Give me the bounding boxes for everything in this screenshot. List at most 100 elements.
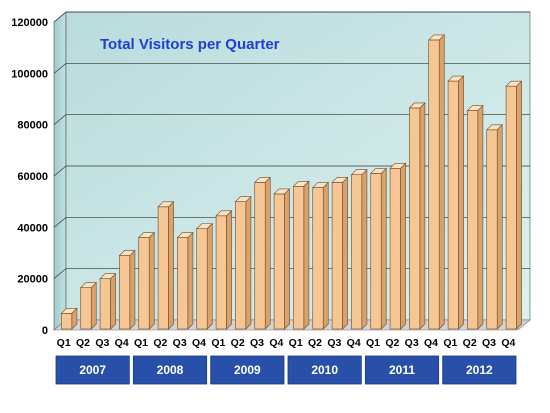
y-tick-label: 0 xyxy=(42,325,48,337)
bar-side xyxy=(438,34,445,330)
bar xyxy=(331,176,349,330)
bar-side xyxy=(148,231,155,330)
y-axis-ticks: 0 20000 40000 60000 80000 100000 120000 xyxy=(11,17,48,337)
bar-side xyxy=(496,124,503,330)
bar xyxy=(466,104,484,330)
year-group: 2012 xyxy=(442,355,517,385)
year-box xyxy=(55,355,130,385)
bar-side xyxy=(90,281,97,330)
bar xyxy=(486,124,503,330)
gridline-side xyxy=(53,63,67,74)
bar-side xyxy=(187,231,194,330)
x-tick-label: Q2 xyxy=(231,337,245,349)
year-label: 2007 xyxy=(79,363,106,377)
y-tick-label: 100000 xyxy=(11,68,48,80)
bar-side xyxy=(361,168,368,330)
bar-side xyxy=(226,210,232,330)
bar-front xyxy=(235,201,247,330)
bar-front xyxy=(61,313,73,330)
year-label: 2012 xyxy=(466,363,493,377)
bar-side xyxy=(129,249,136,330)
x-tick-label: Q4 xyxy=(424,337,438,349)
bar-side xyxy=(110,272,116,330)
x-tick-label: Q3 xyxy=(327,337,341,349)
x-tick-label: Q4 xyxy=(192,337,206,349)
bar-side xyxy=(303,180,310,330)
bar-front xyxy=(447,80,459,330)
bar-side xyxy=(516,80,522,330)
x-tick-label: Q2 xyxy=(385,337,399,349)
year-label: 2009 xyxy=(234,363,261,377)
year-labels: 2007 2008 2009 2010 2011 2012 xyxy=(55,355,517,385)
year-group: 2009 xyxy=(210,355,285,385)
bar-side xyxy=(284,188,290,330)
bar-front xyxy=(80,287,92,330)
year-box xyxy=(287,355,362,385)
bar xyxy=(389,162,407,330)
x-axis-ticks: Q1 Q2 Q3 Q4 Q1 Q2 Q3 Q4 Q1 Q2 Q3 Q4 Q1 Q2 Q3 Q4 Q1 Q2 Q3 Q4… xyxy=(57,337,516,349)
bar xyxy=(350,168,368,330)
bar xyxy=(254,176,271,330)
x-tick-label: Q4 xyxy=(269,337,283,349)
bar-side xyxy=(245,195,252,330)
x-tick-label: Q2 xyxy=(463,337,477,349)
bar xyxy=(505,80,523,330)
bar-front xyxy=(293,185,305,330)
x-tick-label: Q1 xyxy=(134,337,148,349)
chart-title: Total Visitors per Quarter xyxy=(100,36,280,53)
bars xyxy=(60,34,523,330)
bar xyxy=(176,231,194,330)
bar-side xyxy=(400,162,406,330)
bar-side xyxy=(342,176,348,330)
bar-front xyxy=(254,182,266,330)
bar-front xyxy=(312,187,324,330)
gridline-side xyxy=(53,268,67,279)
y-tick-label: 40000 xyxy=(17,222,48,234)
x-tick-label: Q4 xyxy=(501,337,515,349)
bar-front xyxy=(389,168,401,330)
x-tick-label: Q3 xyxy=(482,337,496,349)
x-tick-label: Q1 xyxy=(289,337,303,349)
x-tick-label: Q1 xyxy=(366,337,380,349)
bar xyxy=(428,34,445,330)
bar xyxy=(234,195,252,330)
bar-front xyxy=(467,110,479,330)
year-group: 2010 xyxy=(287,355,362,385)
bar xyxy=(138,231,155,330)
bar xyxy=(60,307,78,330)
bar xyxy=(99,272,117,330)
year-label: 2008 xyxy=(157,363,184,377)
bar xyxy=(370,167,387,330)
x-tick-label: Q3 xyxy=(405,337,419,349)
x-tick-label: Q4 xyxy=(115,337,129,349)
bar-front xyxy=(351,174,363,330)
year-group: 2011 xyxy=(364,355,440,385)
bar-side xyxy=(477,104,484,330)
y-tick-label: 20000 xyxy=(17,274,48,286)
bar xyxy=(447,75,465,330)
bar xyxy=(118,249,136,330)
x-tick-label: Q1 xyxy=(57,337,71,349)
bar-side xyxy=(264,176,271,330)
x-tick-label: Q3 xyxy=(95,337,109,349)
bar xyxy=(215,210,233,330)
bar-side xyxy=(206,222,213,330)
year-box xyxy=(132,355,208,385)
bar-front xyxy=(370,173,382,330)
bar-front xyxy=(177,237,189,330)
bar xyxy=(292,180,310,330)
x-tick-label: Q3 xyxy=(173,337,187,349)
y-tick-label: 80000 xyxy=(17,120,48,132)
bar-front xyxy=(138,237,150,330)
bar xyxy=(312,181,329,330)
bar-front xyxy=(409,107,421,330)
bar-front xyxy=(99,278,111,330)
year-group: 2008 xyxy=(132,355,208,385)
x-tick-label: Q2 xyxy=(308,337,322,349)
bar-front xyxy=(505,85,517,330)
x-tick-label: Q3 xyxy=(250,337,264,349)
x-tick-label: Q1 xyxy=(443,337,457,349)
bar-front xyxy=(196,228,208,330)
year-group: 2007 xyxy=(55,355,130,385)
bar-side xyxy=(458,75,464,330)
